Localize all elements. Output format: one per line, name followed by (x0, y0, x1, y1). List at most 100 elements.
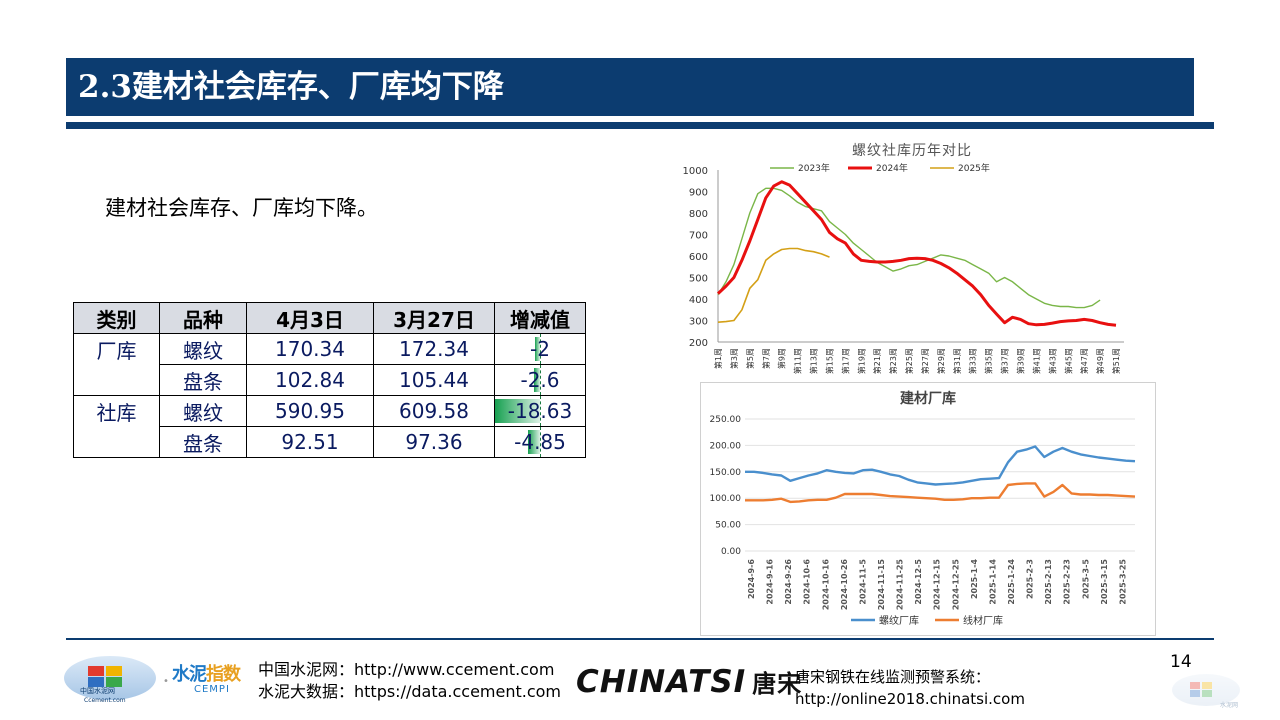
ccement-data-link[interactable]: 水泥大数据：https://data.ccement.com (258, 682, 562, 701)
chart2-y-tick: 250.00 (710, 415, 742, 425)
page-number: 14 (1170, 652, 1192, 672)
chart2-x-tick: 2025-3-15 (1100, 559, 1109, 605)
chart1-x-tick: 第19周 (856, 348, 866, 374)
chart1-y-tick: 400 (689, 295, 708, 306)
ccement-link[interactable]: 中国水泥网：http://www.ccement.com (258, 660, 555, 679)
rebar-social-inventory-chart: 螺纹社库历年对比 2023年 2024年 2025年 1000 900 800 700 600 5… (672, 138, 1154, 376)
slide-title-bar: 2.3建材社会库存、厂库均下降 (66, 58, 1194, 116)
watermark-text: 水泥网 (1220, 702, 1239, 709)
chart1-y-tick: 1000 (683, 166, 708, 177)
chart2-x-tick: 2024-12-25 (951, 559, 960, 611)
chart1-x-tick: 第43周 (1047, 348, 1057, 374)
delta-value: -4.85 (514, 430, 566, 454)
chart2-x-tick: 2024-9-16 (766, 559, 775, 605)
chart2-y-tick: 150.00 (710, 468, 742, 478)
chart1-x-tick: 第31周 (952, 348, 962, 374)
chart2-x-tick: 2025-1-14 (988, 559, 997, 605)
chart1-x-tick: 第21周 (872, 348, 882, 374)
cell-mar27: 172.34 (373, 333, 495, 365)
chart1-y-tick: 200 (689, 338, 708, 349)
chart2-legend-label: 螺纹厂库 (879, 614, 919, 627)
logo-square-blue (88, 677, 104, 687)
chart2-x-tick: 2024-10-6 (803, 559, 812, 605)
chart2-series-line (745, 482, 1136, 504)
cempi-logo: 水泥指数 CEMPI (172, 660, 252, 704)
chart1-x-tick: 第23周 (888, 348, 898, 374)
cell-delta: -2.6 (494, 364, 586, 396)
chart1-x-tick: 第39周 (1016, 348, 1026, 374)
chart1-series-line (717, 187, 1101, 309)
chart2-legend-label: 线材厂库 (963, 614, 1003, 627)
chart1-y-tick: 600 (689, 252, 708, 263)
cell-mar27: 105.44 (373, 364, 495, 396)
chart1-x-tick: 第7周 (761, 348, 771, 369)
chart2-x-tick: 2024-9-26 (784, 559, 793, 605)
chart2-title: 建材厂库 (900, 390, 956, 407)
table-header-row: 类别 品种 4月3日 3月27日 增减值 (73, 302, 586, 334)
chart1-x-tick: 第29周 (936, 348, 946, 374)
delta-axis (540, 365, 541, 395)
cell-category (73, 364, 160, 396)
cell-variety: 盘条 (159, 426, 247, 458)
table-row: 盘条 102.84 105.44 -2.6 (73, 364, 586, 396)
chart2-svg: 建材厂库 250.00 200.00 150.00 100.00 50.00 0.00 202… (710, 390, 1136, 627)
chart2-x-tick: 2025-3-25 (1118, 559, 1127, 605)
header-mar27: 3月27日 (373, 302, 495, 334)
building-material-factory-inventory-chart: 建材厂库 250.00 200.00 150.00 100.00 50.00 0.00 202… (700, 382, 1156, 636)
header-category: 类别 (73, 302, 160, 334)
cell-category: 社库 (73, 395, 160, 427)
ccement-watermark-logo: 水泥网 (1170, 672, 1244, 714)
chart1-legend-label: 2023年 (798, 162, 830, 174)
monitor-system-link[interactable]: http://online2018.chinatsi.com (795, 690, 1025, 708)
cempi-logo-part-a: 水泥 (172, 664, 207, 685)
cell-apr3: 92.51 (246, 426, 374, 458)
header-apr3: 4月3日 (246, 302, 374, 334)
watermark-square-yellow (1202, 682, 1212, 689)
cell-apr3: 590.95 (246, 395, 374, 427)
chart2-x-tick: 2024-10-26 (840, 559, 849, 611)
delta-axis (540, 427, 541, 457)
chart1-series-line (717, 247, 830, 323)
chart2-x-tick: 2024-12-15 (933, 559, 942, 611)
chart1-x-tick: 第11周 (793, 348, 803, 374)
chart1-x-tick: 第13周 (809, 348, 819, 374)
chart2-y-tick: 0.00 (721, 547, 741, 557)
cell-variety: 螺纹 (159, 333, 247, 365)
chart1-legend-label: 2024年 (876, 162, 908, 174)
chart1-x-tick: 第33周 (968, 348, 978, 374)
watermark-square-green (1202, 690, 1212, 697)
chart2-x-tick: 2025-2-23 (1063, 559, 1072, 605)
header-variety: 品种 (159, 302, 247, 334)
title-underline (66, 122, 1214, 129)
delta-value: -2 (530, 337, 550, 361)
chart1-y-tick: 500 (689, 274, 708, 285)
chart2-x-tick: 2025-3-5 (1081, 559, 1090, 599)
chart1-svg: 螺纹社库历年对比 2023年 2024年 2025年 1000 900 800 700 600 5… (683, 143, 1124, 374)
footer-rule (66, 638, 1214, 640)
watermark-square-red (1190, 682, 1200, 689)
chart1-x-tick: 第25周 (904, 348, 914, 374)
chinatsi-logo: CHINATSI 唐宋 (576, 664, 802, 700)
chart1-x-tick: 第41周 (1031, 348, 1041, 374)
cell-variety: 螺纹 (159, 395, 247, 427)
chart1-series-line (716, 180, 1117, 327)
cell-mar27: 97.36 (373, 426, 495, 458)
chart2-x-tick: 2024-9-6 (747, 559, 756, 599)
logo-square-red (88, 666, 104, 676)
inventory-table: 类别 品种 4月3日 3月27日 增减值 厂库 螺纹 170.34 172.34 -2 盘… (73, 302, 586, 458)
chart1-x-tick: 第1周 (713, 348, 723, 369)
separator-dot: • (163, 676, 169, 687)
cell-delta: -18.63 (494, 395, 586, 427)
chart1-x-tick: 第27周 (920, 348, 930, 374)
chart1-legend-label: 2025年 (958, 162, 990, 174)
cell-delta: -2 (494, 333, 586, 365)
delta-bar (495, 399, 540, 423)
header-delta: 增减值 (494, 302, 586, 334)
chart1-x-tick: 第49周 (1095, 348, 1105, 374)
cell-category (73, 426, 160, 458)
chart2-y-tick: 100.00 (710, 494, 742, 504)
monitor-system-label: 唐宋钢铁在线监测预警系统： (795, 668, 991, 686)
table-row: 厂库 螺纹 170.34 172.34 -2 (73, 333, 586, 365)
table-row: 社库 螺纹 590.95 609.58 -18.63 (73, 395, 586, 427)
cempi-logo-part-b: 指数 (206, 664, 241, 685)
